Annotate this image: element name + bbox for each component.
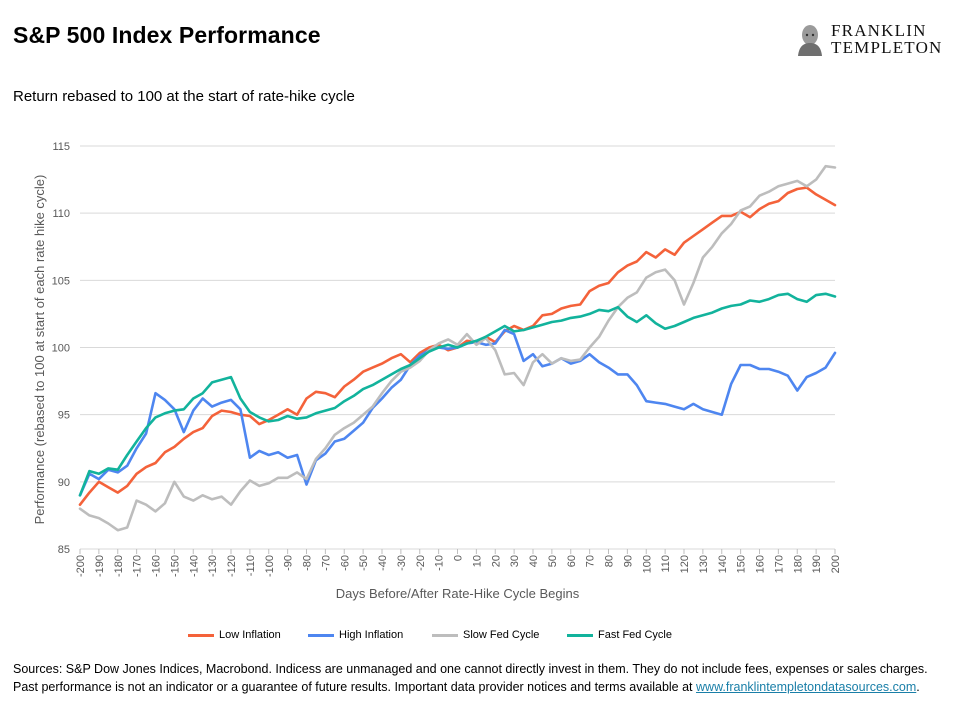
x-tick-label: -150 — [169, 555, 181, 577]
x-tick-label: 170 — [773, 555, 785, 573]
chart-legend: Low Inflation High Inflation Slow Fed Cycl… — [0, 629, 955, 645]
legend-label: Fast Fed Cycle — [598, 629, 672, 641]
legend-item-0: Low Inflation — [188, 629, 281, 641]
chart-subtitle: Return rebased to 100 at the start of ra… — [13, 88, 355, 105]
x-tick-label: -50 — [358, 555, 370, 571]
x-tick-label: -200 — [75, 555, 87, 577]
x-tick-label: -10 — [434, 555, 446, 571]
y-axis-ticks: 85 90 95 100 105 110 115 — [52, 141, 70, 556]
x-tick-label: 130 — [698, 555, 710, 573]
x-tick-label: -170 — [132, 555, 144, 577]
footnote-line-2: Past performance is not an indicator or … — [13, 678, 948, 696]
y-tick-label: 100 — [52, 343, 70, 355]
x-tick-label: 180 — [792, 555, 804, 573]
legend-label: Low Inflation — [219, 629, 281, 641]
y-tick-label: 90 — [58, 477, 70, 489]
y-axis-label: Performance (rebased to 100 at start of … — [32, 175, 47, 525]
logo-line-1: FRANKLIN — [831, 21, 927, 40]
x-tick-label: -40 — [377, 555, 389, 571]
legend-label: High Inflation — [339, 629, 404, 641]
x-tick-label: 140 — [717, 555, 729, 573]
page-title: S&P 500 Index Performance — [13, 22, 321, 48]
x-tick-label: 30 — [509, 555, 521, 567]
x-tick-label: 60 — [566, 555, 578, 567]
y-tick-label: 95 — [58, 410, 70, 422]
x-tick-label: 120 — [679, 555, 691, 573]
series-line-1 — [78, 328, 837, 497]
x-axis-ticks: -200 -190 -180 -170 -160 -150 -140 -130 -120 -110… — [75, 549, 842, 577]
x-tick-label: -110 — [245, 555, 257, 576]
x-tick-label: -70 — [320, 555, 332, 571]
legend-swatch — [308, 633, 334, 637]
x-tick-label: 90 — [622, 555, 634, 567]
legend-swatch — [188, 633, 214, 637]
x-tick-label: -140 — [188, 555, 200, 577]
x-tick-label: 20 — [490, 555, 502, 567]
legend-label: Slow Fed Cycle — [463, 629, 540, 641]
x-tick-label: -80 — [302, 555, 314, 571]
x-tick-label: -190 — [94, 555, 106, 577]
y-tick-label: 85 — [58, 544, 70, 556]
legend-swatch — [432, 633, 458, 637]
franklin-portrait-icon — [792, 22, 828, 56]
y-tick-label: 115 — [52, 141, 70, 153]
x-tick-label: -60 — [339, 555, 351, 571]
x-tick-label: -100 — [264, 555, 276, 577]
x-tick-label: -180 — [113, 555, 125, 577]
x-tick-label: 160 — [755, 555, 767, 573]
legend-swatch — [567, 633, 593, 637]
footnote-line-1: Sources: S&P Dow Jones Indices, Macrobon… — [13, 662, 928, 676]
footnote-line-2-text: Past performance is not an indicator or … — [13, 680, 693, 694]
x-tick-label: 110 — [660, 555, 672, 573]
x-tick-label: 40 — [528, 555, 540, 567]
x-tick-label: 190 — [811, 555, 823, 573]
x-tick-label: 70 — [585, 555, 597, 567]
x-tick-label: -120 — [226, 555, 238, 577]
x-tick-label: 0 — [453, 555, 465, 561]
series-line-2 — [78, 164, 837, 532]
x-tick-label: 150 — [736, 555, 748, 573]
x-axis-label: Days Before/After Rate-Hike Cycle Begins — [336, 586, 580, 601]
x-tick-label: -20 — [415, 555, 427, 571]
sources-footnote: Sources: S&P Dow Jones Indices, Macrobon… — [13, 660, 948, 696]
x-tick-label: -90 — [283, 555, 295, 571]
x-tick-label: -130 — [207, 555, 219, 577]
chart-series — [78, 164, 837, 532]
x-tick-label: 200 — [830, 555, 842, 573]
footnote-tail: . — [916, 680, 920, 694]
x-tick-label: -160 — [151, 555, 163, 577]
brand-logo: FRANKLIN TEMPLETON — [792, 22, 947, 58]
y-tick-label: 110 — [52, 208, 70, 220]
x-tick-label: 10 — [471, 555, 483, 567]
x-tick-label: 80 — [604, 555, 616, 567]
y-tick-label: 105 — [52, 275, 70, 287]
series-line-3 — [78, 292, 837, 497]
logo-line-2: TEMPLETON — [831, 38, 943, 57]
legend-item-3: Fast Fed Cycle — [567, 629, 672, 641]
data-sources-link[interactable]: www.franklintempletondatasources.com — [696, 680, 917, 694]
x-tick-label: -30 — [396, 555, 408, 571]
x-tick-label: 50 — [547, 555, 559, 567]
legend-item-2: Slow Fed Cycle — [432, 629, 539, 641]
legend-item-1: High Inflation — [308, 629, 403, 641]
x-tick-label: 100 — [641, 555, 653, 573]
